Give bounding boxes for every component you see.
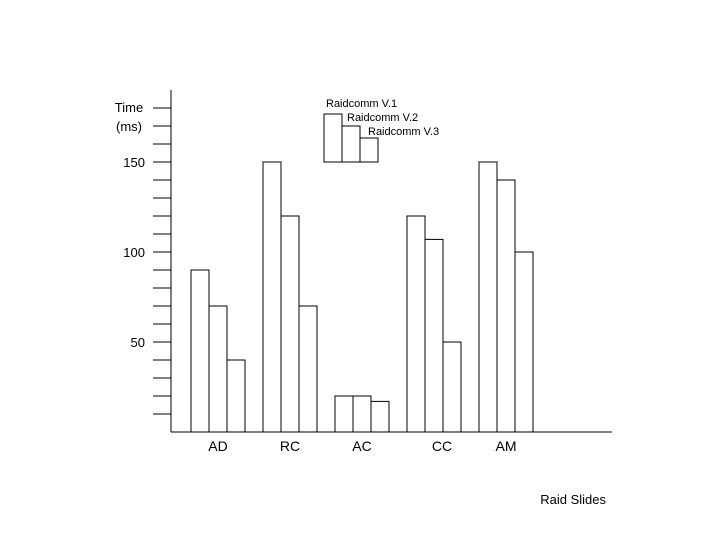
y-axis-title-line: Time	[115, 100, 143, 115]
bar-ad-series-3	[226, 359, 246, 433]
bar-rc-series-3	[298, 305, 318, 433]
x-category-label: RC	[280, 438, 300, 454]
bar-ad-series-1	[190, 269, 210, 433]
legend-swatch-series-2	[341, 125, 361, 163]
legend-label: Raidcomm V.3	[368, 126, 439, 138]
legend: Raidcomm V.1 Raidcomm V.2 Raidcomm V.3	[323, 98, 439, 163]
bar-ac-series-3	[370, 400, 390, 433]
y-axis-title-line: (ms)	[116, 119, 142, 134]
bar-am-series-1	[478, 161, 498, 433]
bar-ac-series-2	[352, 395, 372, 433]
bar-am-series-2	[496, 179, 516, 433]
bar-cc-series-2	[424, 238, 444, 433]
y-tick-label: 50	[131, 335, 145, 350]
y-axis-ticks: 50 100 150	[123, 107, 171, 415]
x-category-label: CC	[432, 438, 452, 454]
y-axis-title: Time (ms)	[115, 100, 143, 134]
legend-label: Raidcomm V.1	[326, 98, 397, 110]
x-category-label: AM	[496, 438, 517, 454]
y-tick-label: 100	[123, 245, 145, 260]
bar-am-series-3	[514, 251, 534, 433]
x-axis-category-labels: AD RC AC CC AM	[208, 438, 516, 454]
bar-cc-series-3	[442, 341, 462, 433]
bar-cc-series-1	[406, 215, 426, 433]
y-tick-label: 150	[123, 155, 145, 170]
bar-rc-series-1	[262, 161, 282, 433]
legend-swatch-series-1	[323, 113, 343, 163]
bar-ac-series-1	[334, 395, 354, 433]
legend-label: Raidcomm V.2	[347, 112, 418, 124]
bar-ad-series-2	[208, 305, 228, 433]
legend-swatch-series-3	[359, 137, 379, 163]
bar-rc-series-2	[280, 215, 300, 433]
bars	[190, 161, 534, 433]
x-category-label: AD	[208, 438, 227, 454]
x-axis-title: Raid Slides	[540, 492, 606, 507]
x-category-label: AC	[352, 438, 371, 454]
